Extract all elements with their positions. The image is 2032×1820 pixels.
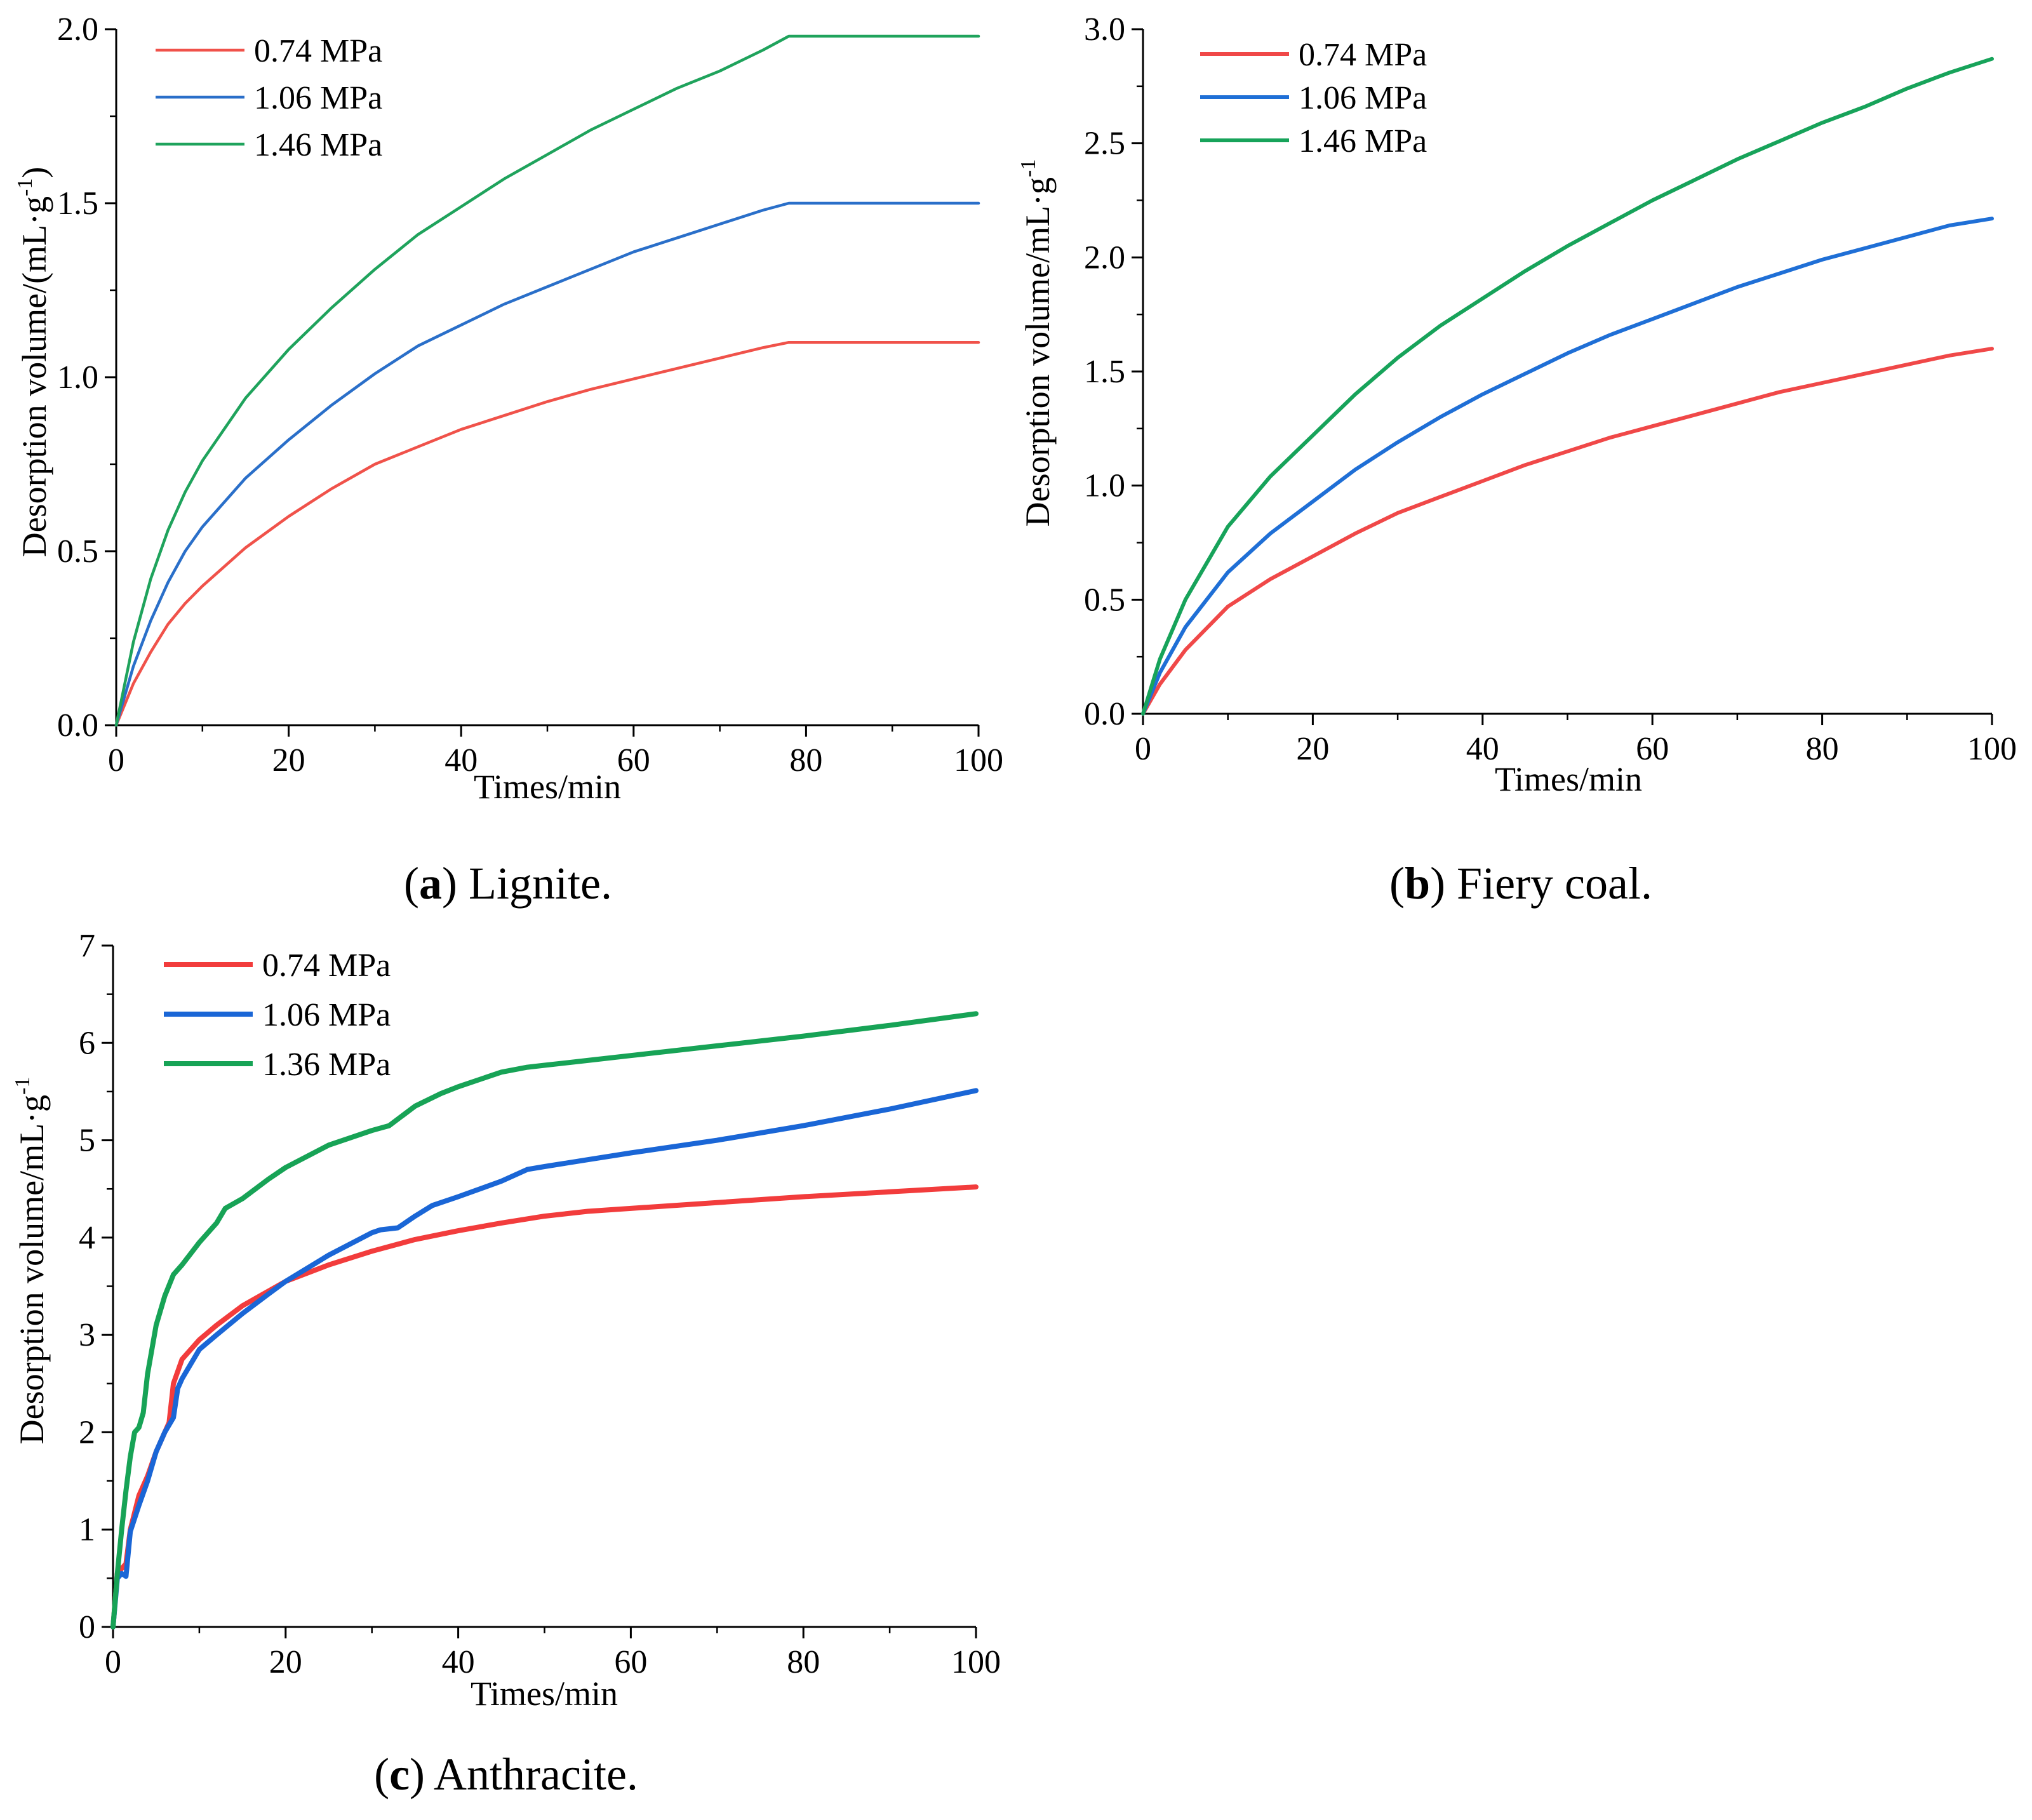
panel-b-caption-close: ) [1430, 858, 1445, 909]
panel-c-y-axis-label-main: Desorption volume/mL·g [13, 1095, 51, 1444]
panel-a-x-tick-label: 100 [954, 742, 1003, 779]
panel-a-x-tick-label: 0 [108, 742, 124, 779]
panel-c-legend-label: 0.74 MPa [262, 947, 391, 984]
panel-c-x-tick-label: 40 [442, 1644, 475, 1680]
panel-c-x-axis-label: Times/min [471, 1675, 618, 1713]
panel-b-series-line-2 [1141, 217, 1994, 716]
panel-b-y-tick-label: 1.5 [1084, 354, 1125, 390]
panel-a-legend-label: 1.06 MPa [254, 80, 382, 116]
panel-c-anthracite: 0 20 40 60 80 100 0 1 2 3 4 5 6 7 0.74 MPa 1.06 MPa 1.36… [11, 928, 1001, 1800]
panel-a-x-axis-label: Times/min [474, 768, 621, 806]
panel-b-y-tick-label: 3.0 [1084, 11, 1125, 48]
panel-c-y-axis-label-sup: -1 [11, 1077, 34, 1095]
panel-c-y-tick-label: 7 [79, 928, 95, 964]
panel-c-series-line-2 [110, 1088, 979, 1629]
panel-b-caption: (b) Fiery coal. [1389, 858, 1652, 909]
panel-c-y-tick-label: 4 [79, 1220, 95, 1256]
panel-b-y-axis-label-sup: -1 [1017, 159, 1040, 177]
panel-a-x-tick-label: 20 [272, 742, 305, 779]
panel-b-legend-label: 1.46 MPa [1299, 123, 1427, 159]
panel-a-series-line-1 [114, 340, 980, 727]
panel-b-y-tick-label: 0.0 [1084, 696, 1125, 732]
panel-a-caption-letter: a [419, 858, 442, 909]
panel-c-x-tick-label: 100 [951, 1644, 1001, 1680]
panel-c-x-tick-label: 0 [105, 1644, 121, 1680]
panel-b-y-axis-label: Desorption volume/mL·g-1 [1017, 159, 1057, 527]
panel-a-y-axis-label: Desorption volume/(mL·g-1) [13, 167, 53, 558]
panel-b-x-tick-label: 60 [1636, 731, 1669, 767]
panel-b-legend-label: 0.74 MPa [1299, 37, 1427, 73]
panel-c-y-tick-label: 5 [79, 1123, 95, 1159]
panel-a-x-tick-label: 80 [789, 742, 822, 779]
panel-c-y-axis-label: Desorption volume/mL·g-1 [11, 1077, 51, 1445]
panel-b-legend-label: 1.06 MPa [1299, 80, 1427, 116]
panel-a-y-tick-label: 2.0 [57, 11, 98, 48]
panel-c-legend-label: 1.36 MPa [262, 1047, 391, 1083]
panel-c-y-tick-label: 1 [79, 1512, 95, 1548]
panel-b-caption-open: ( [1389, 858, 1405, 909]
panel-c-caption-letter: c [389, 1749, 410, 1800]
panel-a-x-tick-label: 40 [444, 742, 478, 779]
panel-a-legend-label: 1.46 MPa [254, 127, 382, 163]
panel-c-y-tick-label: 6 [79, 1025, 95, 1061]
panel-c-caption-text: Anthracite. [425, 1749, 638, 1800]
panel-a-caption: (a) Lignite. [404, 858, 612, 909]
panel-a-caption-close: ) [442, 858, 457, 909]
panel-b-caption-letter: b [1405, 858, 1430, 909]
panel-c-series-line-3 [110, 1011, 979, 1629]
panel-c-y-tick-label: 2 [79, 1414, 95, 1450]
panel-b-y-tick-label: 1.0 [1084, 468, 1125, 504]
panel-c-legend-label: 1.06 MPa [262, 997, 391, 1033]
panel-a-y-tick-label: 1.0 [57, 359, 98, 396]
panel-a-legend-label: 0.74 MPa [254, 33, 382, 69]
panel-a-y-axis-label-main: Desorption volume/(mL·g [15, 196, 53, 557]
panel-a-y-axis-label-close: ) [15, 167, 53, 178]
panel-b-x-axis-label: Times/min [1495, 760, 1642, 798]
panel-c-series-line-1 [110, 1184, 979, 1629]
panel-b-y-tick-label: 2.0 [1084, 239, 1125, 276]
panel-a-y-tick-label: 1.5 [57, 185, 98, 222]
panel-a-y-tick-label: 0.5 [57, 533, 98, 570]
panel-b-x-tick-label: 20 [1296, 731, 1329, 767]
panel-b-caption-text: Fiery coal. [1445, 858, 1652, 909]
panel-c-x-tick-label: 20 [269, 1644, 302, 1680]
panel-b-x-tick-label: 100 [1967, 731, 2017, 767]
panel-b-y-axis-label-main: Desorption volume/mL·g [1019, 177, 1057, 526]
panel-c-caption-open: ( [374, 1749, 389, 1800]
panel-b-x-tick-label: 40 [1466, 731, 1499, 767]
panel-c-caption-close: ) [410, 1749, 425, 1800]
panel-b-series-line-1 [1141, 347, 1994, 716]
panel-c-caption: (c) Anthracite. [374, 1749, 638, 1800]
panel-c-x-tick-label: 80 [787, 1644, 820, 1680]
panel-b-fiery-coal: 0 20 40 60 80 100 0.0 0.5 1.0 1.5 2.0 2.5 3.0 0.74 MP… [1017, 11, 2017, 909]
panel-a-caption-open: ( [404, 858, 419, 909]
panel-a-series-line-2 [114, 201, 980, 727]
panel-b-y-tick-label: 0.5 [1084, 582, 1125, 618]
panel-a-series-line-3 [114, 34, 980, 727]
panel-b-series-line-3 [1141, 57, 1994, 716]
panel-a-x-tick-label: 60 [617, 742, 650, 779]
panel-a-y-tick-label: 0.0 [57, 707, 98, 744]
panel-c-y-tick-label: 0 [79, 1609, 95, 1645]
panel-a-caption-text: Lignite. [457, 858, 612, 909]
panel-b-y-tick-label: 2.5 [1084, 126, 1125, 162]
panel-c-x-tick-label: 60 [614, 1644, 647, 1680]
panel-b-x-tick-label: 0 [1135, 731, 1151, 767]
panel-b-x-tick-label: 80 [1806, 731, 1839, 767]
panel-a-lignite: 0 20 40 60 80 100 0.0 0.5 1.0 1.5 2.0 0.74 MPa 1.06 … [13, 11, 1003, 909]
panel-c-y-tick-label: 3 [79, 1317, 95, 1353]
panel-a-y-axis-label-sup: -1 [13, 178, 37, 196]
